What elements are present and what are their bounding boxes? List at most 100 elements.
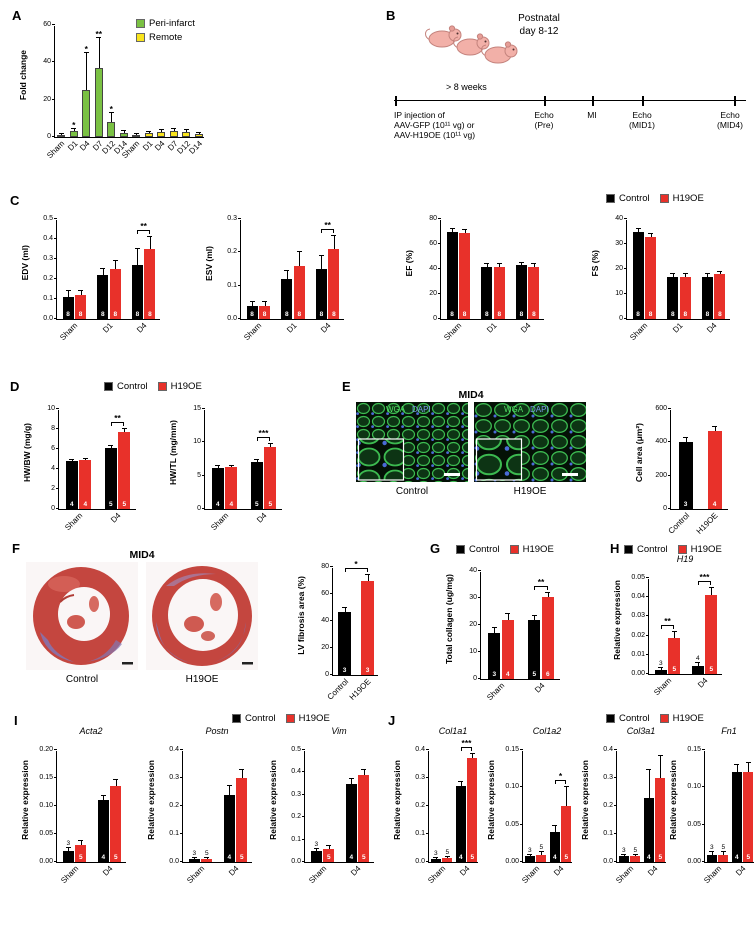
error-bar: [638, 229, 640, 232]
error-bar-cap: [71, 127, 77, 129]
y-tick-mark: [668, 508, 671, 509]
x-tick-label: Sham: [62, 511, 84, 533]
error-bar-cap: [563, 786, 569, 788]
error-bar: [264, 302, 266, 306]
bar: [361, 580, 374, 675]
y-axis-label: Relative expression: [668, 760, 678, 840]
bar: [144, 249, 156, 319]
h19oe-swatch: [659, 714, 669, 723]
y-tick-mark: [56, 508, 59, 509]
y-tick-mark: [478, 651, 481, 652]
n-label: 8: [462, 311, 467, 318]
plot-area: 0 5 10 15 Sham 4 4 D4 5 5 ***: [193, 405, 282, 532]
bar: [225, 467, 238, 509]
y-tick-mark: [426, 777, 429, 778]
dapi-label: DAPI: [530, 405, 549, 414]
y-tick-label: 0.10: [39, 802, 53, 809]
error-bar: [499, 264, 501, 267]
bar: [188, 859, 200, 862]
h19oe-swatch: [659, 194, 669, 203]
y-tick-label: 0.1: [291, 835, 301, 843]
error-bar-cap: [69, 458, 75, 460]
bar: [654, 670, 667, 674]
y-tick-mark: [238, 318, 241, 319]
x-tick-label: D4: [319, 321, 334, 335]
legend-label-control: Control: [117, 381, 148, 392]
error-bar: [685, 274, 687, 277]
panel-e-control-caption: Control: [395, 486, 429, 497]
error-bar-cap: [538, 851, 544, 853]
sig-label: **: [140, 221, 147, 231]
y-axis-label: Relative expression: [392, 760, 402, 840]
error-bar-cap: [683, 437, 688, 439]
legend-item-control: Control: [232, 713, 276, 724]
y-tick-label: 5: [197, 471, 201, 479]
chart-body: EF (%) 0 20 40 60 80 Sham 8 8 D1 8 8 D4 8 8: [404, 206, 544, 342]
error-bar: [328, 846, 330, 849]
x-tick-label: Sham: [628, 321, 650, 343]
bar: [561, 806, 572, 862]
error-bar: [86, 53, 88, 91]
x-tick-label: D4: [255, 511, 269, 525]
bar: [701, 276, 713, 319]
vim-chart: Vim Relative expression 0.0 0.1 0.2 0.3 0.4 0.5…: [268, 726, 374, 885]
n-label: 8: [135, 311, 140, 318]
y-tick-mark: [624, 218, 627, 219]
mouse-pups-illustration: [425, 25, 518, 64]
chart-body: Total collagen (ug/mg) 0 10 20 30 40 Sham 3 4 D4 5…: [444, 558, 560, 702]
y-tick-label: 0: [619, 315, 623, 322]
n-label: 8: [262, 311, 267, 318]
sig-bracket: [534, 585, 548, 590]
panel-f-title: MID4: [129, 549, 155, 561]
error-bar-cap: [469, 753, 475, 755]
x-tick-label: D1: [484, 321, 499, 335]
y-tick-mark: [54, 749, 57, 750]
bar: [501, 619, 514, 679]
panel-f-label: F: [12, 541, 20, 556]
y-tick-label: 0.15: [687, 746, 701, 753]
y-tick-mark: [52, 24, 55, 25]
y-tick-mark: [646, 596, 649, 598]
control-swatch: [104, 382, 113, 391]
error-bar: [98, 38, 100, 68]
x-tick-label: D14: [187, 139, 205, 156]
error-bar: [635, 855, 637, 857]
error-bar: [554, 826, 556, 833]
x-tick-label: Sham: [58, 864, 80, 886]
scale-bar: [242, 662, 253, 665]
timeline-event-echo-mid1: Echo (MID1): [612, 110, 672, 130]
error-bar-cap: [496, 263, 502, 264]
plot-area: 0.0 0.1 0.2 0.3 0.4 Sham 3 5 D4 4 5 ***: [415, 739, 478, 885]
bar: [182, 132, 191, 137]
y-tick-mark: [624, 293, 627, 294]
panel-e-h19oe-caption: H19OE: [513, 486, 547, 497]
y-tick-mark: [614, 861, 617, 862]
y-tick-mark: [202, 508, 205, 509]
bar: [493, 266, 505, 319]
x-tick-label: D4: [349, 864, 363, 878]
x-tick-label: D4: [696, 676, 710, 690]
error-bar: [748, 763, 750, 773]
panel-e-title: MID4: [458, 389, 484, 401]
n-label: 5: [633, 847, 638, 854]
error-bar: [161, 130, 163, 133]
bar: [104, 448, 117, 509]
y-tick-label: 0: [473, 675, 477, 682]
x-tick-label: Sham: [45, 139, 67, 161]
bar: [442, 857, 453, 862]
y-tick-label: 0.0: [169, 858, 179, 865]
error-bar-cap: [296, 251, 302, 253]
bar: [62, 850, 74, 862]
echo-mid4-line2: (MID4): [717, 120, 743, 130]
x-tick-label: D4: [705, 321, 720, 335]
error-bar: [80, 840, 82, 846]
error-bar-cap: [348, 778, 354, 780]
n-label: 8: [532, 311, 536, 318]
n-label: 5: [564, 854, 569, 861]
n-label: 3: [433, 849, 438, 857]
sig-label: *: [354, 559, 358, 570]
error-bar-cap: [249, 301, 255, 303]
postnatal-label: Postnatal day 8-12: [496, 12, 582, 38]
y-tick-label: 30: [615, 240, 623, 247]
y-tick-label: 0.05: [687, 820, 701, 828]
